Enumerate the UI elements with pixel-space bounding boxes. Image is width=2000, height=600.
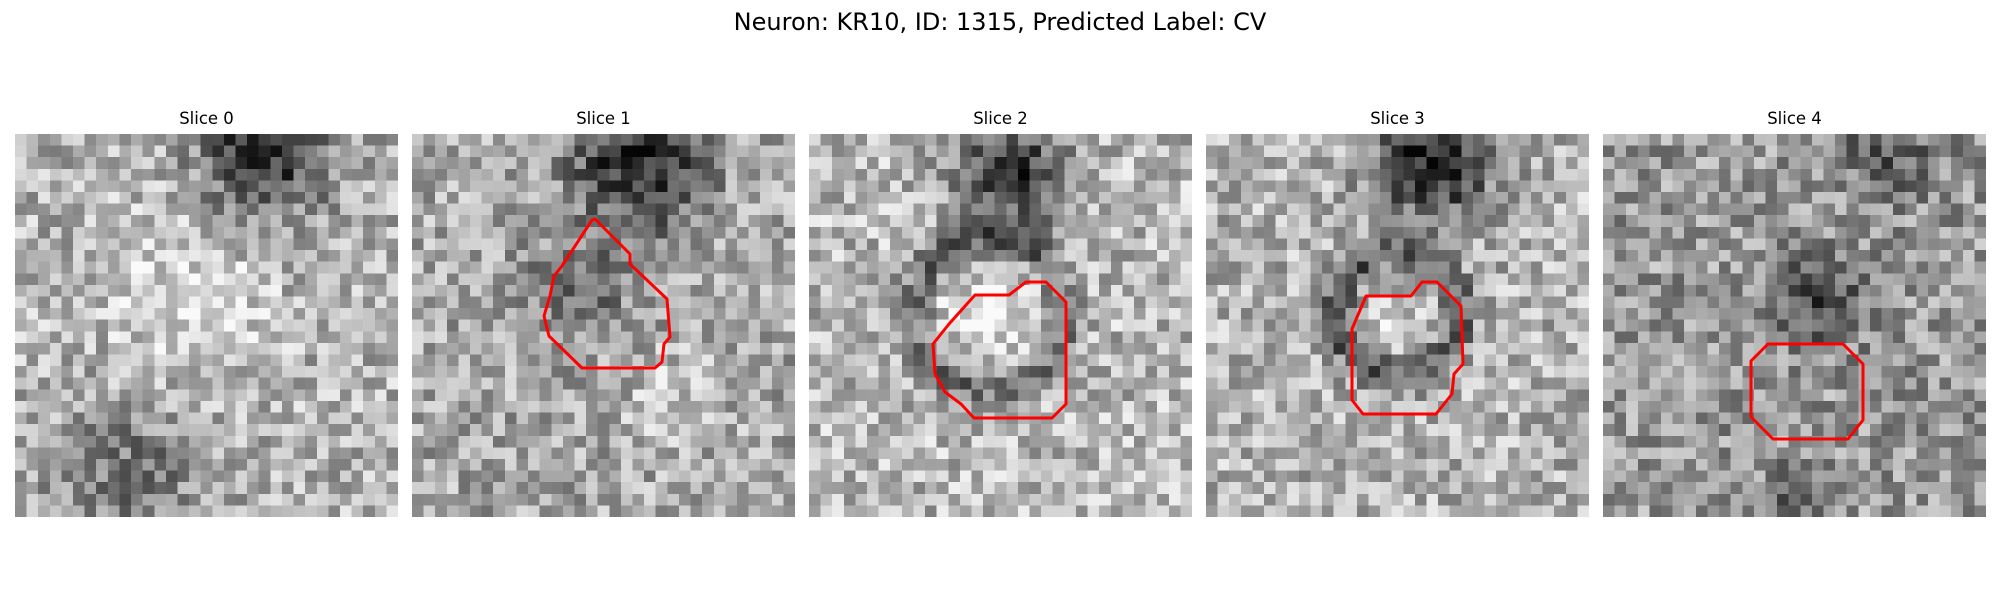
slice-panel-4: Slice 4	[1603, 106, 1986, 517]
figure-title: Neuron: KR10, ID: 1315, Predicted Label:…	[733, 8, 1267, 36]
roi-outline	[542, 217, 672, 370]
roi-outline	[1749, 342, 1865, 441]
slice-image	[412, 134, 795, 517]
slice-title: Slice 2	[973, 109, 1028, 128]
slice-image	[1603, 134, 1986, 517]
slice-title: Slice 4	[1767, 109, 1822, 128]
roi-outline	[1350, 280, 1465, 416]
slice-image	[15, 134, 398, 517]
slice-panel-0: Slice 0	[15, 106, 398, 517]
slice-panel-3: Slice 3	[1206, 106, 1589, 517]
roi-outline	[931, 280, 1068, 420]
slice-panel-2: Slice 2	[809, 106, 1192, 517]
slice-panel-1: Slice 1	[412, 106, 795, 517]
slice-title: Slice 3	[1370, 109, 1425, 128]
slice-title: Slice 1	[576, 109, 631, 128]
slice-image	[809, 134, 1192, 517]
slice-title: Slice 0	[179, 109, 234, 128]
slice-image	[1206, 134, 1589, 517]
